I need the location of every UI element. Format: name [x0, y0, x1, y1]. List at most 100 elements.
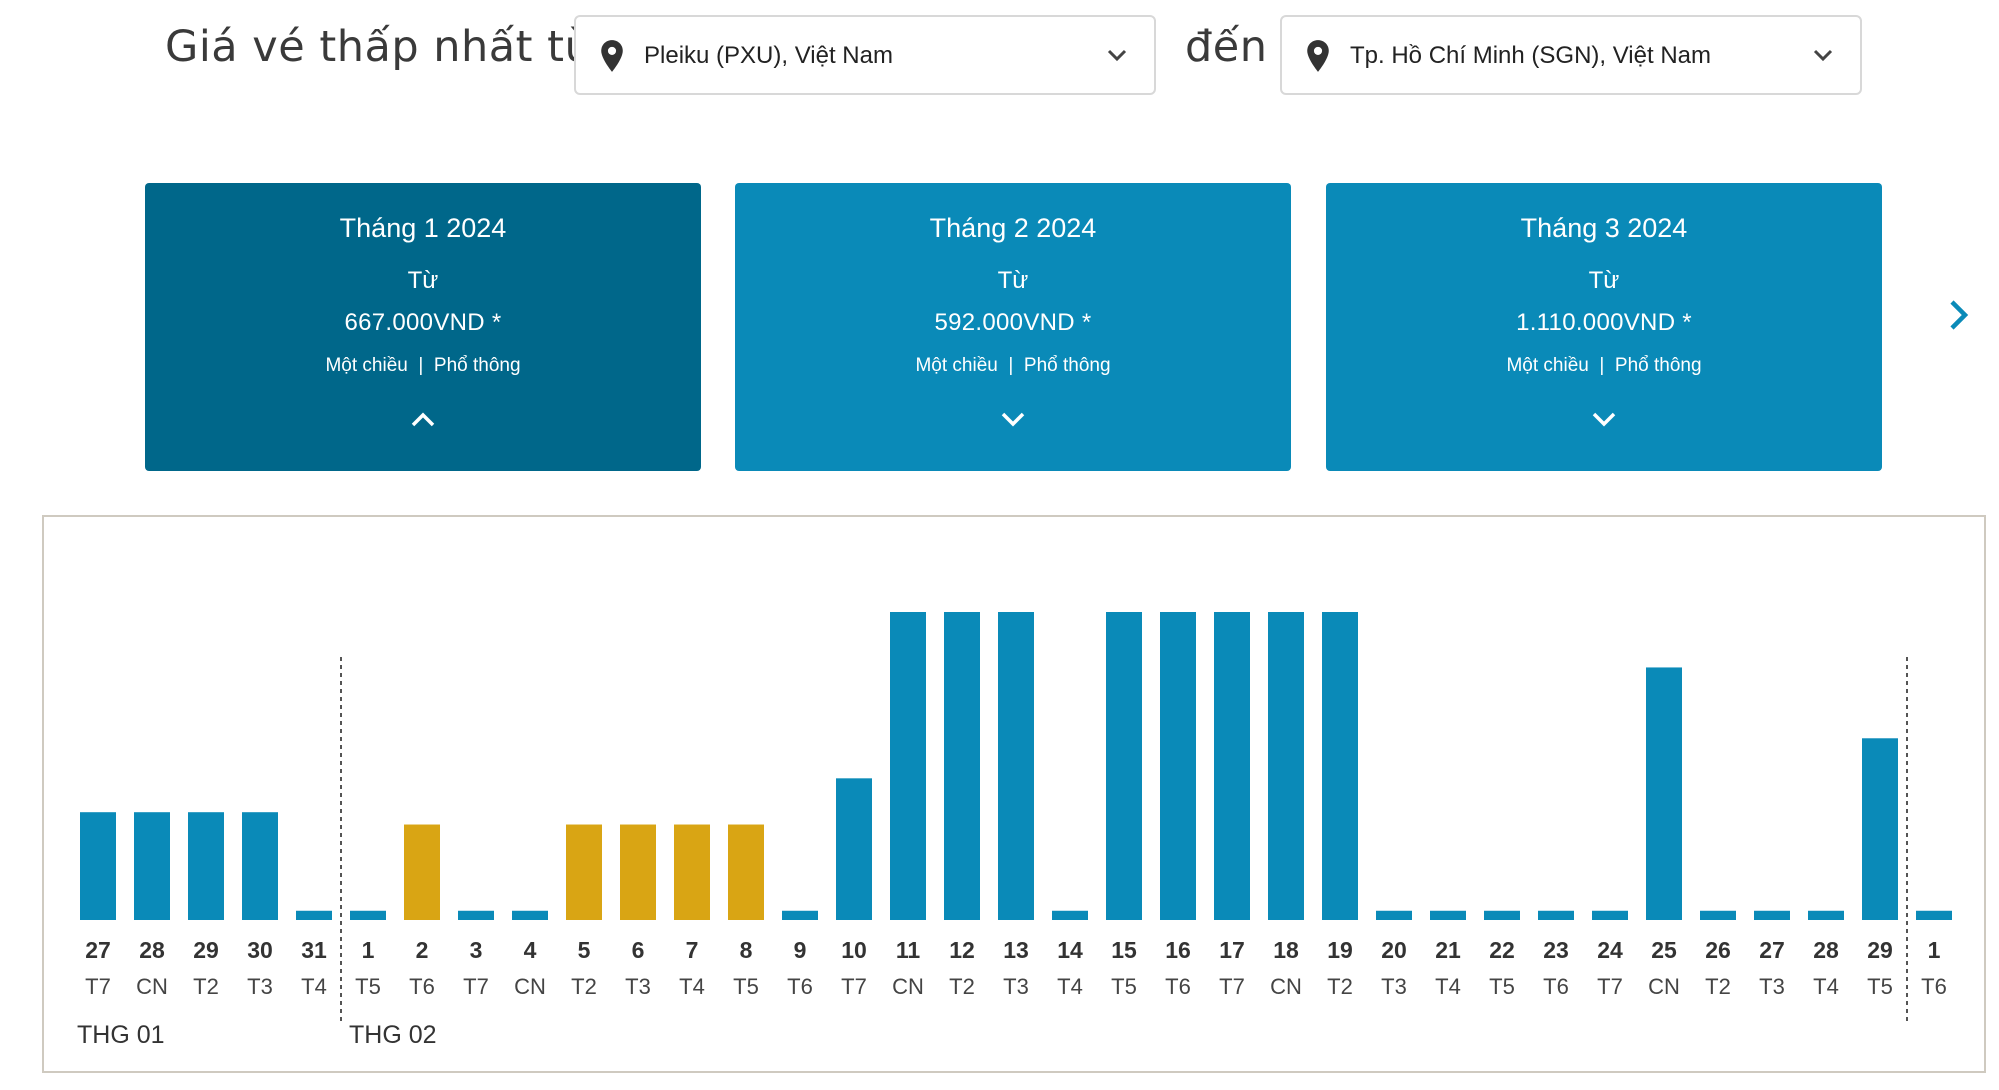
chevron-right-icon[interactable]	[1945, 295, 1973, 335]
trip-separator: |	[418, 355, 424, 376]
bar-price[interactable]	[890, 612, 926, 920]
bar-price[interactable]	[998, 612, 1034, 920]
bar-price[interactable]	[1538, 910, 1574, 920]
location-pin-icon	[601, 40, 623, 72]
trip-type: Một chiều	[915, 355, 998, 376]
bar-price[interactable]	[1322, 612, 1358, 920]
tick-day-label: 3	[470, 937, 483, 963]
bar-price[interactable]	[1214, 612, 1250, 920]
bar-price[interactable]	[1106, 612, 1142, 920]
tick-weekday-label: T7	[841, 974, 867, 999]
bar-price[interactable]	[458, 910, 494, 920]
tick-weekday-label: T5	[355, 974, 381, 999]
bar-price[interactable]	[242, 812, 278, 920]
month-from-label: Từ	[997, 267, 1029, 294]
bar-lowest-price[interactable]	[620, 824, 656, 920]
tick-day-label: 31	[301, 937, 327, 963]
bar-price[interactable]	[1646, 667, 1682, 920]
tick-day-label: 29	[193, 937, 219, 963]
bar-price[interactable]	[1862, 738, 1898, 920]
bar-lowest-price[interactable]	[404, 824, 440, 920]
bar-price[interactable]	[944, 612, 980, 920]
tick-day-label: 2	[416, 937, 429, 963]
bar-price[interactable]	[296, 910, 332, 920]
tick-weekday-label: T4	[301, 974, 327, 999]
tick-weekday-label: T3	[1381, 974, 1407, 999]
bar-price[interactable]	[1916, 910, 1952, 920]
tick-day-label: 28	[139, 937, 165, 963]
bar-price[interactable]	[1592, 910, 1628, 920]
tick-weekday-label: T5	[1489, 974, 1515, 999]
bar-price[interactable]	[512, 910, 548, 920]
bar-price[interactable]	[1376, 910, 1412, 920]
tick-weekday-label: T6	[1165, 974, 1191, 999]
tick-day-label: 17	[1219, 937, 1245, 963]
location-pin-icon	[1307, 40, 1329, 72]
bar-price[interactable]	[80, 812, 116, 920]
tick-day-label: 5	[578, 937, 591, 963]
tick-day-label: 30	[247, 937, 273, 963]
bar-price[interactable]	[782, 910, 818, 920]
tick-weekday-label: CN	[892, 974, 924, 999]
tick-day-label: 18	[1273, 937, 1299, 963]
tick-day-label: 12	[949, 937, 975, 963]
bar-price[interactable]	[1808, 910, 1844, 920]
tick-weekday-label: T2	[1327, 974, 1353, 999]
chevron-down-icon	[1107, 49, 1127, 62]
destination-value: Tp. Hồ Chí Minh (SGN), Việt Nam	[1350, 42, 1711, 69]
tick-weekday-label: T5	[1867, 974, 1893, 999]
origin-select[interactable]: Pleiku (PXU), Việt Nam	[574, 15, 1156, 95]
bar-price[interactable]	[1268, 612, 1304, 920]
tick-weekday-label: T7	[85, 974, 111, 999]
tick-day-label: 26	[1705, 937, 1731, 963]
tick-day-label: 4	[524, 937, 537, 963]
bar-price[interactable]	[350, 910, 386, 920]
tick-weekday-label: T3	[247, 974, 273, 999]
tick-weekday-label: T2	[571, 974, 597, 999]
tick-day-label: 13	[1003, 937, 1029, 963]
tick-weekday-label: T5	[733, 974, 759, 999]
bar-price[interactable]	[1430, 910, 1466, 920]
tick-day-label: 20	[1381, 937, 1407, 963]
tick-day-label: 21	[1435, 937, 1461, 963]
tick-weekday-label: T6	[1543, 974, 1569, 999]
chevron-down-icon	[1592, 412, 1616, 427]
bar-lowest-price[interactable]	[674, 824, 710, 920]
month-card-mar[interactable]: Tháng 3 2024 Từ 1.110.000VND * Một chiều…	[1326, 183, 1882, 471]
tick-day-label: 7	[686, 937, 699, 963]
origin-value: Pleiku (PXU), Việt Nam	[644, 42, 893, 69]
bar-price[interactable]	[1700, 910, 1736, 920]
tick-day-label: 10	[841, 937, 867, 963]
bar-lowest-price[interactable]	[566, 824, 602, 920]
destination-select[interactable]: Tp. Hồ Chí Minh (SGN), Việt Nam	[1280, 15, 1862, 95]
tick-weekday-label: T3	[1759, 974, 1785, 999]
tick-weekday-label: T7	[1219, 974, 1245, 999]
month-from-label: Từ	[1588, 267, 1620, 294]
chevron-up-icon	[411, 412, 435, 427]
tick-weekday-label: T4	[1057, 974, 1083, 999]
tick-weekday-label: T2	[1705, 974, 1731, 999]
bar-price[interactable]	[1484, 910, 1520, 920]
tick-day-label: 8	[740, 937, 753, 963]
bar-price[interactable]	[1052, 910, 1088, 920]
month-price: 592.000VND *	[934, 309, 1092, 336]
bar-price[interactable]	[188, 812, 224, 920]
tick-weekday-label: T6	[787, 974, 813, 999]
month-trip-info: Một chiều | Phổ thông	[145, 355, 701, 377]
tick-weekday-label: T5	[1111, 974, 1137, 999]
tick-day-label: 11	[896, 937, 921, 963]
month-card-jan[interactable]: Tháng 1 2024 Từ 667.000VND * Một chiều |…	[145, 183, 701, 471]
chevron-down-icon	[1001, 412, 1025, 427]
tick-weekday-label: T4	[1435, 974, 1461, 999]
tick-weekday-label: T7	[463, 974, 489, 999]
tick-day-label: 27	[85, 937, 111, 963]
bar-price[interactable]	[836, 778, 872, 920]
bar-price[interactable]	[134, 812, 170, 920]
tick-day-label: 24	[1597, 937, 1623, 963]
tick-day-label: 19	[1327, 937, 1353, 963]
bar-price[interactable]	[1754, 910, 1790, 920]
tick-day-label: 23	[1543, 937, 1569, 963]
bar-price[interactable]	[1160, 612, 1196, 920]
bar-lowest-price[interactable]	[728, 824, 764, 920]
month-card-feb[interactable]: Tháng 2 2024 Từ 592.000VND * Một chiều |…	[735, 183, 1291, 471]
